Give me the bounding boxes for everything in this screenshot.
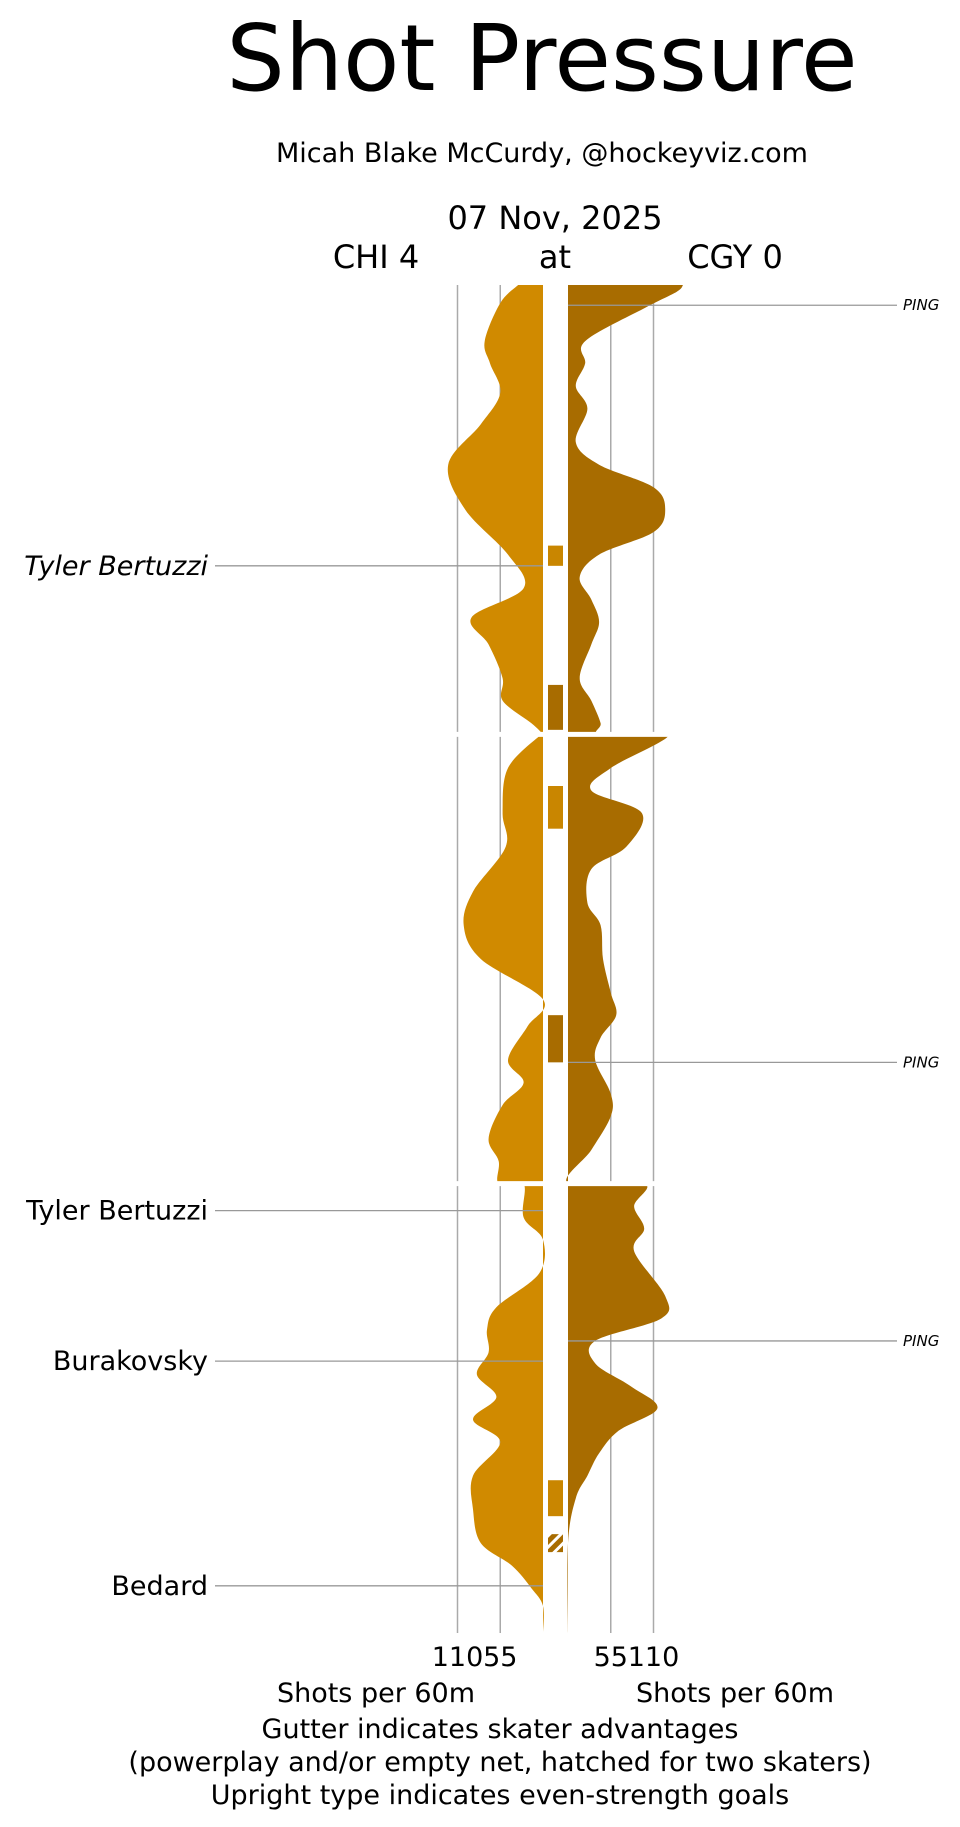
ping-label-1: PING: [903, 1053, 939, 1071]
gutter-bar-5: [548, 1534, 563, 1553]
ping-label-0: PING: [903, 296, 939, 314]
gutter-bars: [548, 545, 563, 1553]
tick-right-55: 55: [594, 1642, 628, 1673]
game-date: 07 Nov, 2025: [447, 199, 662, 237]
chart-subtitle: Micah Blake McCurdy, @hockeyviz.com: [276, 138, 808, 169]
tick-left-110: 110: [432, 1642, 484, 1673]
goal-label-1: Tyler Bertuzzi: [25, 1196, 208, 1227]
footnote-line-3: Upright type indicates even-strength goa…: [211, 1780, 789, 1811]
home-team-score: CGY 0: [687, 238, 783, 276]
gutter-bar-3: [548, 1015, 563, 1063]
gutter-bar-4: [548, 1480, 563, 1517]
ping-label-2: PING: [903, 1332, 939, 1350]
x-axis-label-right: Shots per 60m: [636, 1678, 834, 1709]
x-axis-label-left: Shots per 60m: [277, 1678, 475, 1709]
goal-label-3: Bedard: [111, 1571, 208, 1602]
period-separators: [300, 731, 820, 1187]
shot-areas: [447, 285, 683, 1633]
gutter-bar-0: [548, 545, 563, 566]
chart-title: Shot Pressure: [226, 5, 857, 112]
footnote-line-1: Gutter indicates skater advantages: [262, 1714, 739, 1745]
goal-label-2: Burakovsky: [53, 1346, 208, 1377]
at-label: at: [539, 238, 571, 276]
area-right: [566, 285, 683, 1633]
away-team-score: CHI 4: [333, 238, 419, 276]
goal-label-0: Tyler Bertuzzi: [24, 551, 208, 582]
footnote-line-2: (powerplay and/or empty net, hatched for…: [128, 1747, 871, 1778]
tick-left-55: 55: [483, 1642, 517, 1673]
area-left: [447, 285, 546, 1633]
goal-annotations: Tyler Bertuzzi Tyler Bertuzzi Burakovsky Be…: [24, 296, 939, 1602]
tick-right-110: 110: [628, 1642, 680, 1673]
gutter-bar-2: [548, 786, 563, 829]
gutter-bar-1: [548, 684, 563, 730]
